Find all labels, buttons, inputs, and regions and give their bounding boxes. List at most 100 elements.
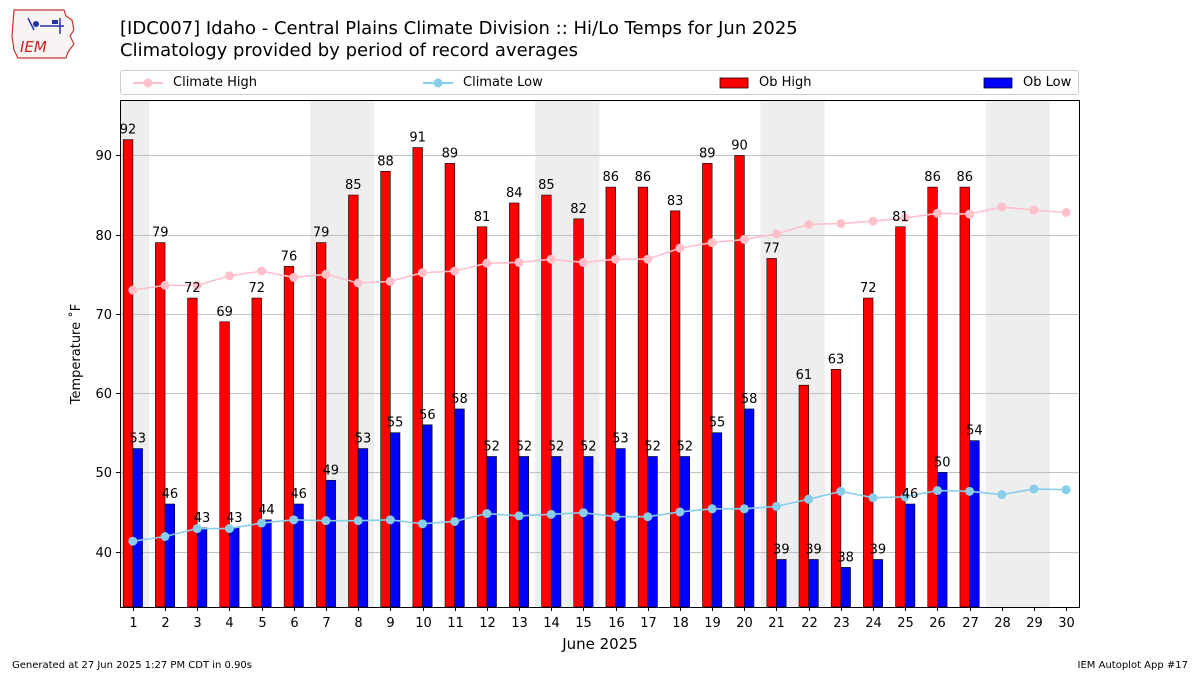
x-axis-label: June 2025 — [561, 635, 638, 653]
ob-high-value-label: 86 — [635, 170, 652, 185]
x-tick-label: 26 — [929, 616, 946, 631]
climate-low-point — [224, 524, 234, 534]
climate-low-line — [132, 488, 1067, 543]
y-tick-label: 70 — [95, 308, 112, 323]
ob-high-swatch — [719, 75, 749, 91]
climate-high-point — [707, 238, 717, 248]
ob-low-value-label: 52 — [644, 439, 661, 454]
climate-low-point — [160, 531, 170, 541]
ob-high-bar — [830, 369, 842, 608]
ob-low-value-label: 53 — [612, 432, 629, 447]
ob-low-bar — [904, 503, 916, 608]
x-tick-label: 24 — [865, 616, 882, 631]
ob-high-value-label: 92 — [120, 123, 137, 138]
climate-high-point — [578, 257, 588, 267]
ob-low-bar — [196, 527, 208, 608]
ob-high-value-label: 85 — [538, 178, 555, 193]
x-tick-label: 20 — [736, 616, 753, 631]
ob-high-value-label: 72 — [184, 281, 201, 296]
ob-low-value-label: 43 — [194, 511, 211, 526]
ob-high-value-label: 88 — [377, 154, 394, 169]
climate-low-point — [1029, 484, 1039, 494]
ob-high-value-label: 72 — [248, 281, 265, 296]
ob-low-bar — [390, 432, 401, 608]
ob-low-bar — [293, 503, 304, 608]
ob-low-value-label: 39 — [773, 542, 790, 557]
y-tick-label: 90 — [95, 149, 112, 164]
climate-low-point — [868, 493, 878, 503]
ob-low-value-label: 52 — [548, 439, 565, 454]
weekend-shade-band — [120, 100, 149, 607]
climate-high-point — [739, 234, 749, 244]
ob-low-value-label: 52 — [580, 439, 597, 454]
ob-low-value-label: 43 — [226, 511, 243, 526]
y-axis-label: Temperature ˚F — [68, 304, 84, 405]
x-tick-label: 1 — [129, 616, 137, 631]
climate-low-point — [804, 494, 814, 504]
ob-high-value-label: 84 — [506, 186, 523, 201]
ob-high-bar — [766, 258, 777, 608]
chart-subtitle: Climatology provided by period of record… — [120, 40, 578, 61]
ob-high-value-label: 91 — [409, 131, 426, 146]
x-tick-label: 28 — [994, 616, 1011, 631]
climate-high-point — [289, 272, 299, 282]
ob-high-bar — [219, 321, 230, 608]
x-tick-label: 8 — [354, 616, 362, 631]
climate-high-line — [132, 206, 1067, 291]
ob-low-bar — [132, 448, 143, 608]
climate-low-point — [707, 504, 717, 514]
ob-high-bar — [669, 210, 681, 608]
climate-high-point — [965, 209, 975, 219]
climate-low-point — [257, 518, 267, 528]
ob-low-bar — [937, 472, 948, 608]
ob-high-bar — [959, 186, 970, 608]
climate-high-point — [900, 213, 910, 223]
climate-low-point — [1061, 485, 1071, 495]
climate-high-point — [257, 266, 267, 276]
ob-high-bar — [187, 297, 198, 608]
ob-high-bar — [895, 226, 906, 608]
ob-high-value-label: 79 — [313, 226, 330, 241]
bar-value-labels: 92 79 72 69 72 76 79 85 88 91 89 81 84 85 82 86 86 83 89 90… — [120, 123, 983, 566]
x-tick-label: 30 — [1058, 616, 1075, 631]
ob-high-bar — [927, 186, 938, 608]
x-axis: 1 2 3 4 5 6 7 8 9 10 11 12 13 14 15 16 17 18 19 20 21 22 23 24 2… — [129, 607, 1075, 631]
ob-high-value-label: 85 — [345, 178, 362, 193]
ob-high-bar — [605, 186, 616, 608]
ob-low-value-label: 52 — [483, 439, 500, 454]
ob-high-bar — [444, 163, 455, 608]
ob-high-bar — [509, 202, 520, 608]
ob-low-value-label: 58 — [451, 392, 468, 407]
ob-low-bar — [872, 559, 883, 608]
climate-low-point — [289, 515, 299, 525]
climate-high-point — [1029, 205, 1039, 215]
x-tick-label: 16 — [608, 616, 625, 631]
x-tick-label: 7 — [322, 616, 330, 631]
climate-low-point — [321, 516, 331, 526]
climate-low-point — [353, 516, 363, 526]
climate-high-point — [385, 276, 395, 286]
climate-low-point — [675, 507, 685, 517]
ob-high-value-label: 79 — [152, 226, 169, 241]
ob-high-value-label: 86 — [924, 170, 941, 185]
ob-low-value-label: 49 — [323, 463, 340, 478]
ob-high-bar — [541, 194, 552, 608]
climate-high-point — [128, 285, 138, 295]
climate-low-point — [578, 508, 588, 518]
x-tick-label: 23 — [833, 616, 850, 631]
ob-low-bar — [454, 408, 465, 608]
line-series — [128, 202, 1071, 546]
climate-high-point — [418, 268, 428, 278]
footer-app: IEM Autoplot App #17 — [1077, 660, 1188, 671]
ob-low-bar — [422, 424, 433, 608]
legend-item-ob-low: Ob Low — [983, 71, 1071, 94]
ob-low-bar — [550, 456, 562, 608]
climate-high-point — [321, 269, 331, 279]
x-tick-label: 25 — [897, 616, 914, 631]
ob-low-swatch — [983, 75, 1013, 91]
chart-legend: Climate High Climate Low Ob High Ob Low — [120, 70, 1079, 95]
ob-high-bar — [412, 147, 423, 608]
climate-high-swatch — [133, 75, 163, 91]
ob-high-bar — [734, 155, 745, 608]
ob-low-bar — [808, 559, 819, 608]
